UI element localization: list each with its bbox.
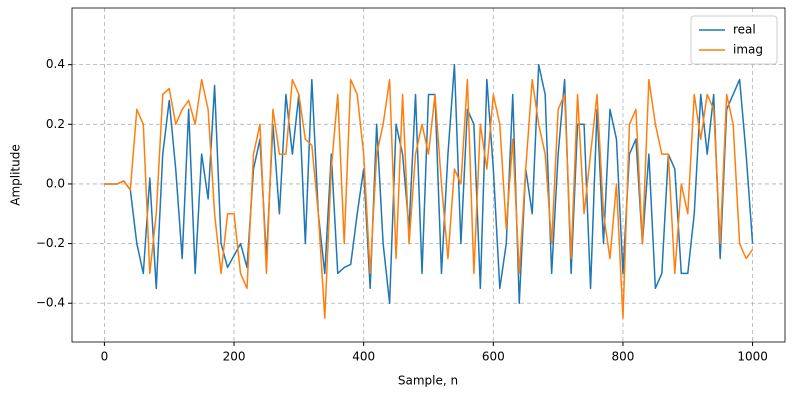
legend-box [690,15,778,65]
y-tick-label: −0.4 [36,296,65,310]
series-line [104,63,754,304]
legend-label: imag [733,43,763,57]
y-tick-label: −0.2 [36,236,65,250]
y-axis-label: Amplitude [9,144,23,206]
legend-label: real [733,23,756,37]
y-tick-label: 0.0 [46,176,65,190]
x-tick-label: 0 [101,350,109,364]
plot-frame [71,7,786,343]
x-tick-label: 1000 [737,350,768,364]
x-tick-label: 200 [223,350,246,364]
x-tick-label: 800 [612,350,635,364]
series-line [104,78,754,319]
y-tick-label: 0.2 [46,117,65,131]
x-axis-label: Sample, n [398,374,458,388]
y-tick-label: 0.4 [46,57,65,71]
x-tick-label: 400 [352,350,375,364]
x-tick-label: 600 [482,350,505,364]
legend: real imag [690,15,778,65]
